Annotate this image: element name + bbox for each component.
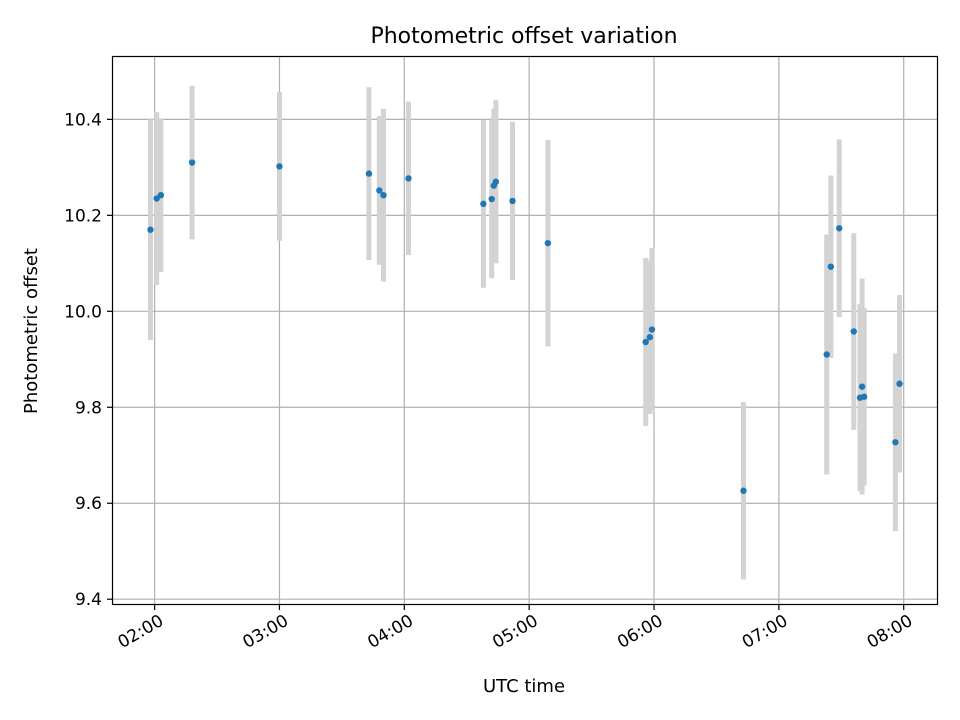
y-tick-label: 10.2 xyxy=(64,206,102,226)
data-point xyxy=(157,191,165,199)
data-point xyxy=(365,170,373,177)
data-point xyxy=(488,195,495,203)
data-point xyxy=(836,225,843,232)
y-axis-label: Photometric offset xyxy=(21,248,42,414)
chart-title: Photometric offset variation xyxy=(370,24,677,49)
data-point xyxy=(147,226,154,233)
y-axis: 9.4 9.6 9.8 10.0 10.2 10.4 xyxy=(64,110,113,610)
data-point xyxy=(380,191,387,199)
y-tick-label: 10.0 xyxy=(64,302,102,322)
data-point xyxy=(188,159,196,166)
data-point xyxy=(492,178,500,185)
data-point xyxy=(648,326,656,333)
data-point xyxy=(544,239,552,247)
y-tick-label: 9.6 xyxy=(75,494,102,514)
y-tick-label: 9.4 xyxy=(75,590,102,610)
data-point xyxy=(480,200,487,208)
data-point xyxy=(642,338,649,346)
plot-frame xyxy=(111,55,939,606)
data-points xyxy=(147,159,903,494)
data-point xyxy=(823,351,830,358)
data-point xyxy=(892,439,899,446)
data-point xyxy=(896,380,903,387)
data-point xyxy=(376,187,383,194)
data-point xyxy=(405,175,412,182)
data-point xyxy=(740,487,747,494)
data-point xyxy=(646,334,654,341)
y-tick-label: 9.8 xyxy=(75,398,102,418)
data-point xyxy=(509,197,516,205)
data-point xyxy=(860,393,868,400)
y-tick-label: 10.4 xyxy=(64,110,102,130)
data-point xyxy=(827,263,835,270)
data-point xyxy=(276,163,283,170)
x-axis-label: UTC time xyxy=(483,676,565,697)
data-point xyxy=(850,328,857,335)
data-point xyxy=(858,383,866,390)
